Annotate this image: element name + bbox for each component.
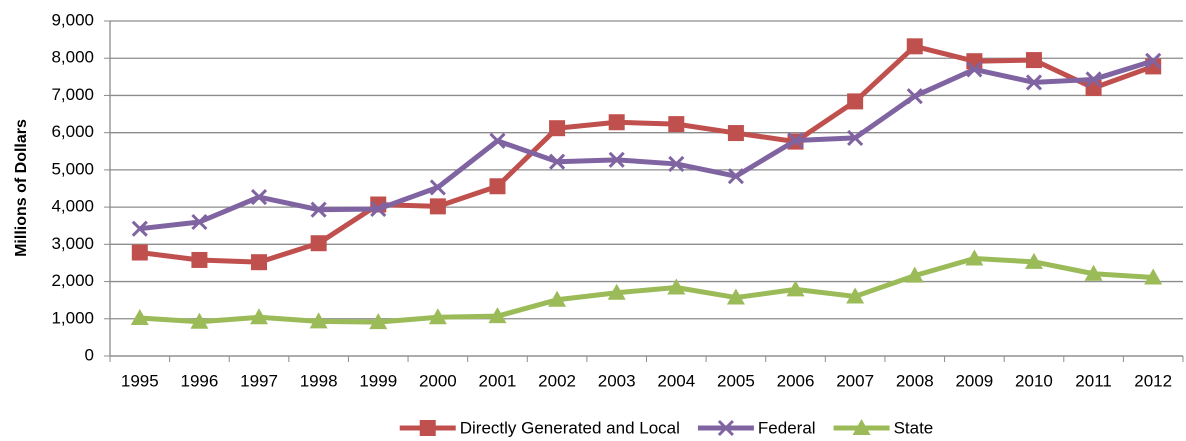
marker xyxy=(906,38,923,55)
marker xyxy=(369,313,388,330)
marker xyxy=(608,114,625,131)
marker xyxy=(727,168,744,185)
marker xyxy=(310,235,327,252)
marker xyxy=(727,125,744,142)
marker xyxy=(191,251,208,268)
x-tick-label: 2005 xyxy=(717,371,755,390)
marker xyxy=(1025,74,1043,91)
marker xyxy=(429,179,446,196)
marker xyxy=(549,153,566,170)
marker xyxy=(965,249,984,266)
x-tick-label: 1995 xyxy=(121,371,159,390)
x-tick-label: 2007 xyxy=(836,371,874,390)
marker xyxy=(1144,268,1163,285)
marker xyxy=(1145,52,1162,69)
series-line xyxy=(139,43,1155,265)
marker xyxy=(130,309,149,326)
x-tick-label: 2011 xyxy=(1075,371,1112,390)
marker xyxy=(786,280,805,297)
x-tick-label: 2008 xyxy=(896,371,934,390)
marker xyxy=(419,420,436,436)
legend-item: Directly Generated and Local xyxy=(399,418,680,437)
marker xyxy=(668,116,685,133)
marker xyxy=(1025,52,1042,69)
y-axis-label: Millions of Dollars xyxy=(13,119,30,257)
x-tick-label: 2000 xyxy=(419,371,457,390)
marker xyxy=(852,419,871,435)
y-tick-label: 1,000 xyxy=(51,308,94,327)
legend-item: State xyxy=(833,418,934,437)
marker xyxy=(1084,264,1103,281)
marker xyxy=(717,419,734,437)
x-tick-label: 2003 xyxy=(598,371,636,390)
x-tick-label: 2012 xyxy=(1134,371,1172,390)
series-line xyxy=(139,58,1154,232)
marker xyxy=(191,213,208,231)
x-tick-label: 2006 xyxy=(777,371,815,390)
marker xyxy=(1085,71,1102,88)
marker xyxy=(906,88,923,105)
y-tick-label: 4,000 xyxy=(51,197,94,216)
marker xyxy=(428,308,447,325)
marker xyxy=(131,220,148,237)
marker xyxy=(966,53,983,70)
marker xyxy=(548,290,567,307)
marker xyxy=(370,200,387,218)
marker xyxy=(787,132,804,149)
marker xyxy=(489,178,506,195)
y-tick-label: 5,000 xyxy=(51,159,94,178)
x-tick-label: 2010 xyxy=(1015,371,1053,390)
marker xyxy=(309,312,328,329)
marker xyxy=(847,129,864,146)
marker xyxy=(847,93,864,110)
marker xyxy=(846,287,865,304)
y-tick-label: 6,000 xyxy=(51,122,94,141)
x-tick-label: 1996 xyxy=(181,371,219,390)
legend: Directly Generated and Local Federal State xyxy=(399,418,934,437)
marker xyxy=(1024,252,1043,269)
x-tick-label: 1999 xyxy=(359,371,397,390)
marker xyxy=(726,288,745,305)
marker xyxy=(1085,80,1102,96)
y-tick-label: 2,000 xyxy=(51,271,94,290)
x-tick-label: 2004 xyxy=(657,371,695,390)
marker xyxy=(608,151,625,168)
x-tick-label: 1998 xyxy=(300,371,338,390)
y-tick-label: 7,000 xyxy=(51,85,94,104)
marker xyxy=(131,244,148,261)
marker xyxy=(966,61,983,78)
marker xyxy=(667,278,686,295)
marker xyxy=(905,266,924,283)
marker xyxy=(488,307,507,324)
marker xyxy=(489,132,506,149)
marker xyxy=(668,155,685,172)
y-tick-label: 3,000 xyxy=(51,234,94,253)
legend-label: State xyxy=(894,418,934,437)
marker xyxy=(429,198,446,215)
y-tick-label: 0 xyxy=(85,345,94,364)
x-tick-label: 2001 xyxy=(479,371,517,390)
marker xyxy=(250,308,269,325)
y-tick-label: 8,000 xyxy=(51,48,94,67)
marker xyxy=(549,120,566,137)
x-tick-label: 2002 xyxy=(538,371,576,390)
marker xyxy=(250,189,268,206)
marker xyxy=(251,254,268,271)
x-tick-label: 1997 xyxy=(240,371,278,390)
legend-label: Directly Generated and Local xyxy=(460,418,680,437)
marker xyxy=(310,201,327,218)
y-tick-label: 9,000 xyxy=(51,10,94,29)
legend-label: Federal xyxy=(758,418,816,437)
legend-item: Federal xyxy=(697,418,816,437)
marker xyxy=(190,312,209,329)
x-tick-label: 2009 xyxy=(955,371,993,390)
marker xyxy=(607,283,626,300)
series-line xyxy=(139,255,1154,325)
